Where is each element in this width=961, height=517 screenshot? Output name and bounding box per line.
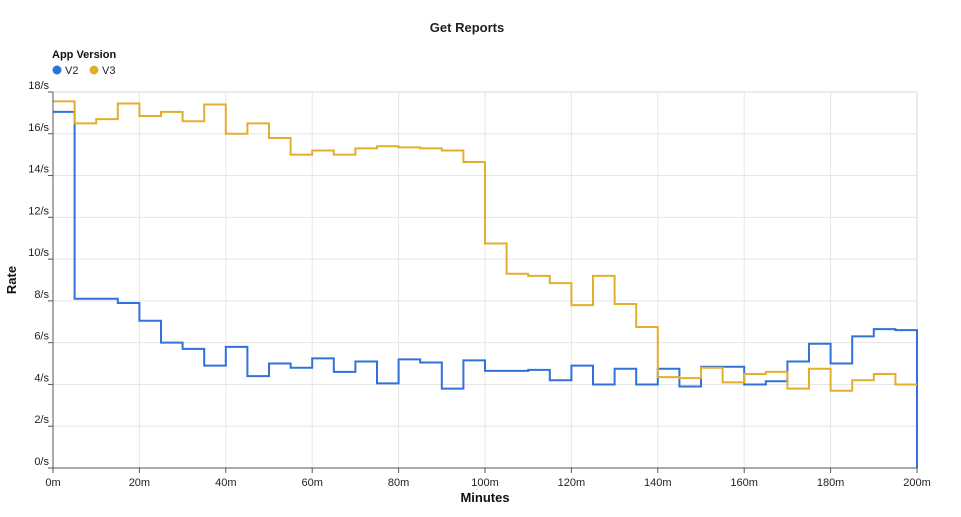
y-tick-label: 14/s — [28, 164, 49, 176]
x-tick-label: 140m — [644, 477, 672, 489]
x-tick-label: 160m — [730, 477, 758, 489]
x-tick-label: 80m — [388, 477, 409, 489]
x-tick-label: 60m — [301, 477, 322, 489]
x-tick-label: 100m — [471, 477, 499, 489]
series-line-v3 — [53, 100, 917, 392]
y-tick-label: 8/s — [34, 289, 49, 301]
y-tick-label: 10/s — [28, 247, 49, 259]
x-axis-title: Minutes — [460, 490, 509, 505]
x-tick-label: 120m — [558, 477, 586, 489]
x-tick-label: 20m — [129, 477, 150, 489]
x-tick-label: 200m — [903, 477, 931, 489]
y-tick-label: 12/s — [28, 205, 49, 217]
y-tick-label: 2/s — [34, 414, 49, 426]
y-tick-label: 18/s — [28, 80, 49, 92]
x-tick-label: 0m — [45, 477, 60, 489]
legend-title: App Version — [52, 49, 116, 61]
gridlines — [52, 91, 918, 469]
legend-label-v3: V3 — [102, 65, 115, 77]
legend-swatch-v3 — [89, 65, 99, 75]
x-tick-label: 180m — [817, 477, 845, 489]
chart-title: Get Reports — [430, 20, 504, 35]
legend-label-v2: V2 — [65, 65, 78, 77]
x-axis-ticks: 0m 20m 40m 60m 80m 100m 120m 140m 160m 180m 200m — [45, 468, 931, 489]
y-axis-title: Rate — [4, 266, 19, 294]
y-tick-label: 0/s — [34, 456, 49, 468]
y-tick-label: 16/s — [28, 122, 49, 134]
y-tick-label: 6/s — [34, 331, 49, 343]
x-tick-label: 40m — [215, 477, 236, 489]
y-axis-ticks: 0/s 2/s 4/s 6/s 8/s 10/s 12/s 14/s 16/s 18/s — [28, 80, 53, 469]
y-tick-label: 4/s — [34, 372, 49, 384]
legend-swatch-v2 — [52, 65, 62, 75]
legend: V2 V3 — [52, 65, 115, 77]
series-layer — [53, 100, 918, 468]
